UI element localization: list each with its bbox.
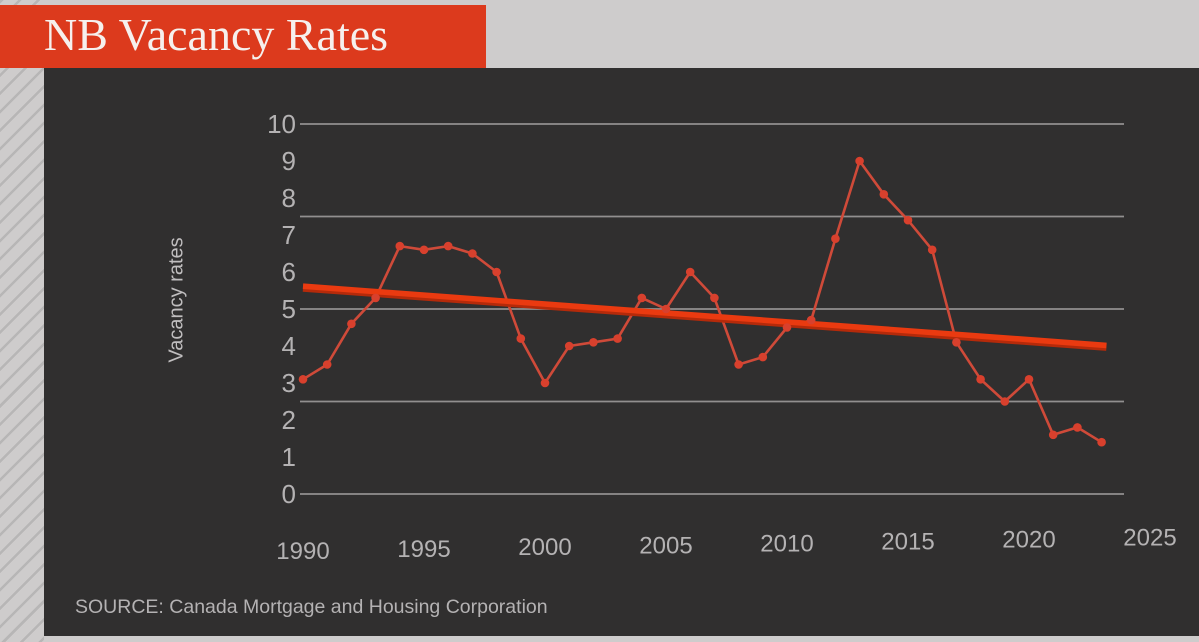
data-point-marker: [589, 338, 598, 347]
y-tick-label: 1: [282, 442, 296, 472]
y-tick-label: 10: [267, 109, 296, 139]
data-point-marker: [613, 334, 622, 343]
y-tick-label: 8: [282, 183, 296, 213]
data-point-marker: [371, 293, 380, 303]
source-text: SOURCE: Canada Mortgage and Housing Corp…: [75, 596, 548, 618]
y-tick-label: 2: [282, 405, 296, 435]
data-point-marker: [516, 334, 526, 343]
data-point-marker: [1000, 397, 1010, 406]
y-tick-label: 7: [282, 220, 296, 250]
data-point-marker: [903, 215, 913, 225]
left-texture-strip: [0, 0, 44, 642]
x-tick-label: 1990: [276, 538, 329, 565]
data-point-marker: [1073, 423, 1082, 432]
data-point-marker: [347, 319, 356, 329]
page-title: NB Vacancy Rates: [44, 8, 389, 60]
y-tick-label: 4: [282, 331, 296, 361]
data-point-marker: [1024, 375, 1034, 384]
data-point-marker: [758, 352, 768, 362]
data-point-marker: [419, 245, 429, 255]
x-tick-label: 2015: [881, 529, 934, 556]
x-tick-label: 2000: [518, 534, 571, 561]
data-point-marker: [637, 293, 647, 303]
data-point-marker: [806, 315, 816, 325]
data-point-marker: [443, 241, 453, 251]
x-tick-label: 2005: [639, 532, 692, 559]
data-point-marker: [927, 245, 937, 255]
y-tick-label: 0: [282, 479, 296, 509]
y-tick-label: 9: [282, 146, 296, 176]
data-point-marker: [1048, 430, 1058, 440]
data-point-marker: [710, 293, 719, 303]
data-point-marker: [952, 338, 961, 347]
chart-panel: [44, 68, 1199, 636]
data-point-marker: [855, 156, 864, 166]
data-point-marker: [831, 234, 840, 243]
data-point-marker: [685, 267, 695, 277]
data-point-marker: [468, 249, 477, 258]
data-point-marker: [661, 304, 671, 314]
title-banner: NB Vacancy Rates: [0, 5, 486, 68]
data-point-marker: [322, 360, 332, 369]
x-tick-label: 2025: [1123, 525, 1176, 552]
data-point-marker: [782, 323, 792, 332]
x-tick-label: 2020: [1002, 527, 1055, 554]
data-point-marker: [976, 375, 985, 384]
y-tick-label: 3: [282, 368, 296, 398]
data-point-marker: [734, 360, 743, 369]
vacancy-rate-line: [301, 159, 1103, 444]
x-tick-label: 1995: [397, 536, 450, 563]
data-point-marker: [1097, 437, 1106, 447]
y-axis-title: Vacancy rates: [165, 237, 188, 363]
trend-line: [302, 283, 1107, 349]
y-tick-label: 6: [282, 257, 296, 287]
data-point-marker: [540, 378, 550, 388]
x-tick-label: 2010: [760, 530, 813, 557]
data-point-marker: [395, 241, 405, 251]
data-point-marker: [879, 190, 889, 199]
data-point-marker: [492, 267, 501, 277]
data-point-marker: [298, 375, 308, 384]
data-point-marker: [564, 341, 574, 351]
y-tick-label: 5: [282, 294, 296, 324]
